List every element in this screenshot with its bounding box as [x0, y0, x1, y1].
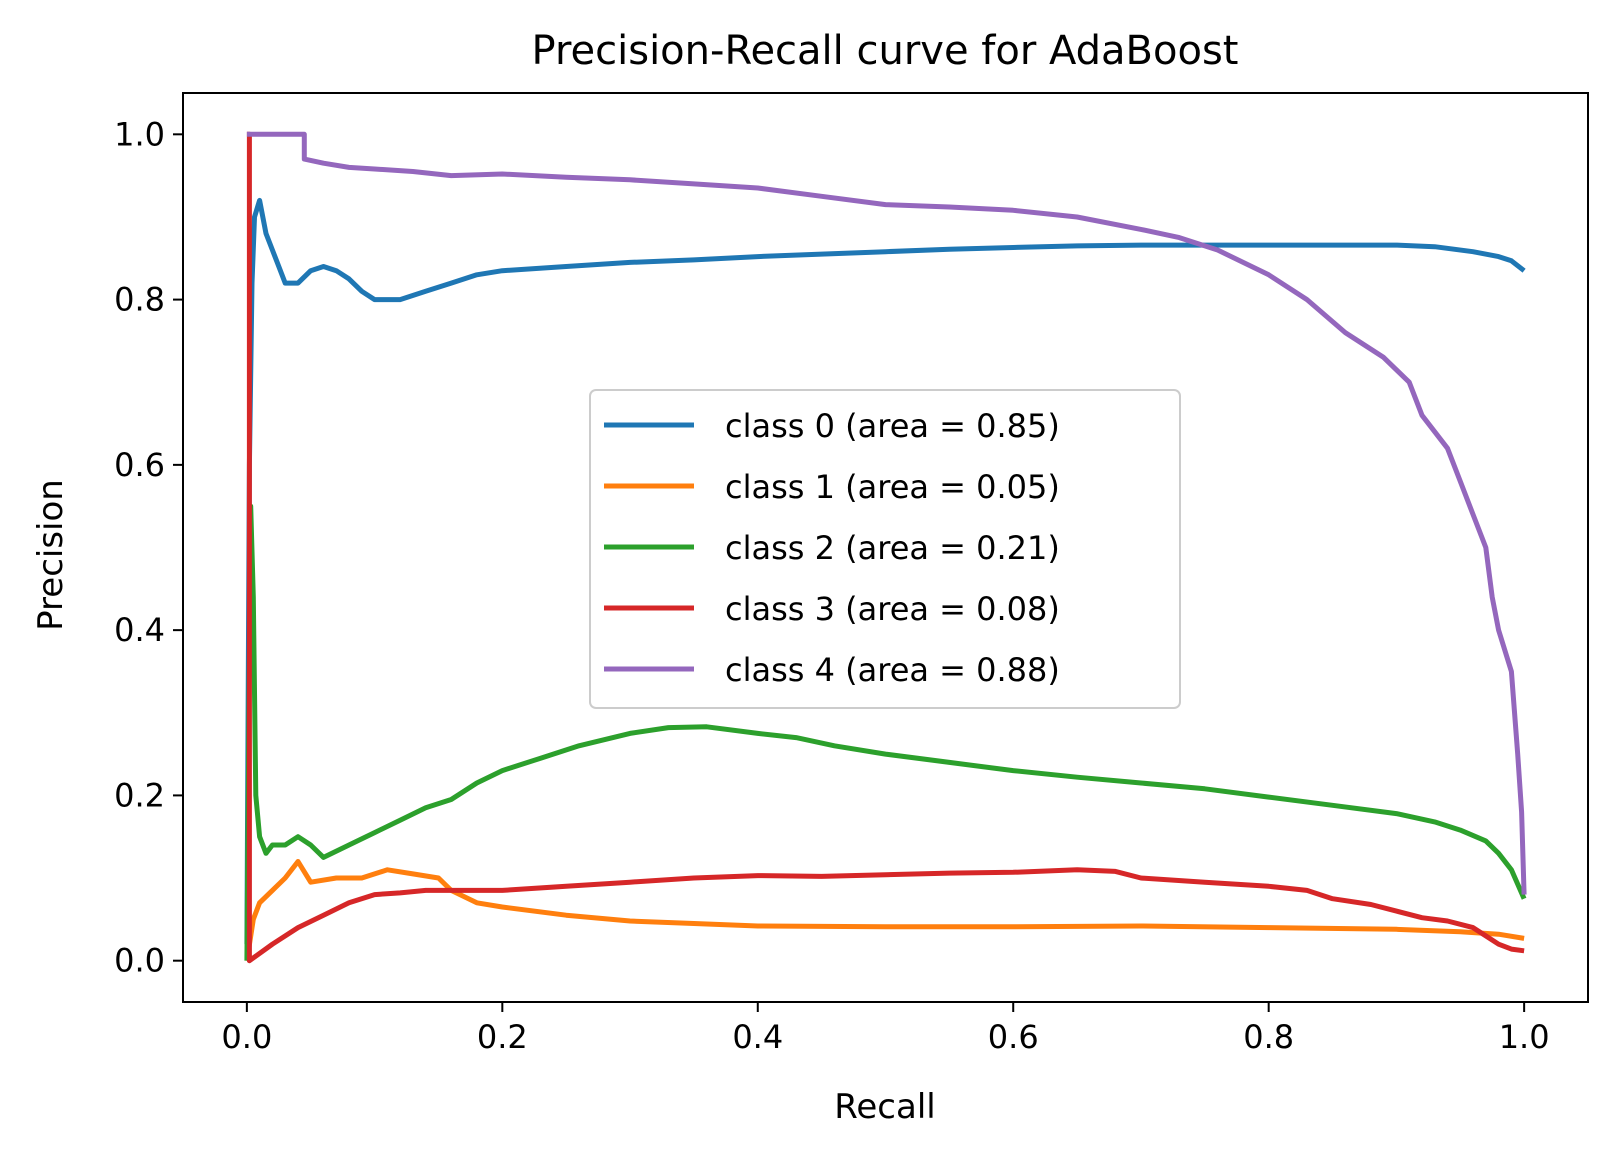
series-line-class-1: [244, 859, 1525, 962]
x-axis-label: Recall: [834, 1087, 935, 1127]
x-tick-label: 0.4: [732, 1018, 783, 1056]
series-line-class-4: [246, 131, 1527, 895]
y-tick-label: 0.2: [114, 776, 165, 814]
legend-label: class 3 (area = 0.08): [725, 590, 1060, 628]
x-tick-label: 1.0: [1499, 1018, 1550, 1056]
series-line-class-3: [246, 131, 1525, 964]
y-tick-label: 0.6: [114, 446, 165, 484]
series-line-class-0: [244, 197, 1526, 945]
legend-label: class 1 (area = 0.05): [725, 468, 1060, 506]
legend-label: class 2 (area = 0.21): [725, 529, 1060, 567]
legend-box: [589, 389, 1181, 709]
y-tick-label: 0.0: [114, 942, 165, 980]
x-tick-label: 0.2: [477, 1018, 528, 1056]
y-axis-label: Precision: [31, 479, 71, 631]
x-tick-label: 0.8: [1243, 1018, 1294, 1056]
y-tick-label: 0.4: [114, 611, 165, 649]
x-tick-label: 0.0: [221, 1018, 272, 1056]
chart-title: Precision-Recall curve for AdaBoost: [532, 28, 1239, 74]
plot-frame: [182, 92, 1589, 1003]
axis-ticks: 0.0 0.2 0.4 0.6 0.8 1.0 0.0 0.2 0.4 0.6 0.8 1.0: [114, 115, 1549, 1056]
legend-label: class 4 (area = 0.88): [725, 651, 1060, 689]
series-lines: [244, 131, 1527, 964]
y-tick-label: 1.0: [114, 115, 165, 153]
legend-label: class 0 (area = 0.85): [725, 407, 1060, 445]
y-tick-label: 0.8: [114, 281, 165, 319]
legend: class 0 (area = 0.85) class 1 (area = 0.0…: [589, 389, 1181, 709]
series-line-class-2: [244, 503, 1527, 961]
x-tick-label: 0.6: [988, 1018, 1039, 1056]
